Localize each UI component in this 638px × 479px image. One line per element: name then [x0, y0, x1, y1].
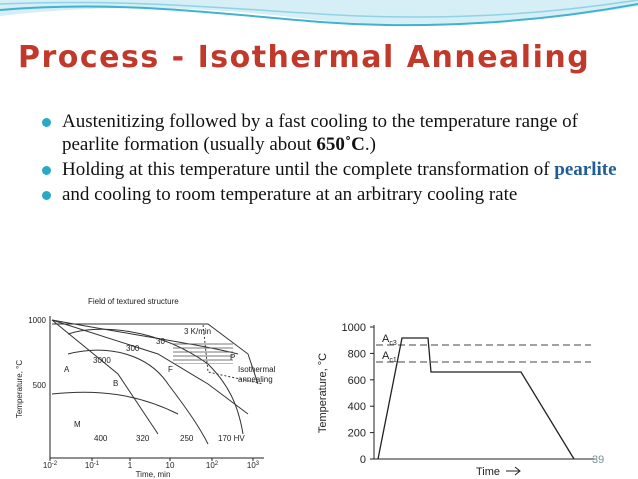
top-wave	[0, 0, 638, 27]
superscript: -2	[52, 461, 58, 467]
page-number: 39	[592, 454, 605, 466]
bullet: and cooling to room temperature at an ar…	[40, 183, 620, 206]
x-tick-label: 10-1	[85, 461, 100, 470]
x-tick-label: 10-2	[43, 461, 58, 470]
bold-text: 650˚C	[316, 134, 365, 155]
line-label: Ac3	[382, 333, 397, 347]
y-tick-label: 600	[348, 375, 366, 387]
base: 10	[166, 461, 175, 470]
phase-label: M	[74, 420, 81, 429]
cooling-curve	[51, 319, 249, 415]
arrow	[506, 466, 521, 476]
bullet: Austenitizing followed by a fast cooling…	[40, 110, 620, 156]
phase-label: P	[230, 353, 235, 362]
phase-label: A	[64, 365, 70, 374]
base: 1	[128, 461, 133, 470]
subscript: c1	[389, 357, 397, 364]
y-tick-label: 1000	[28, 316, 46, 325]
rate-label: 30	[156, 337, 165, 346]
annotation: annealing	[238, 375, 273, 384]
text: and cooling to room temperature at an ar…	[62, 184, 518, 205]
hardness-label: 320	[136, 434, 150, 443]
x-axis-label: Time	[476, 466, 500, 478]
x-tick-label: 1	[128, 461, 133, 470]
highlight-text: pearlite	[554, 159, 617, 180]
y-tick-label: 500	[33, 381, 47, 390]
y-tick-label: 1000	[342, 322, 366, 334]
base: 10	[247, 461, 256, 470]
hatched-area	[173, 342, 233, 364]
x-tick-label: 10	[166, 461, 175, 470]
label: A	[382, 350, 390, 362]
phase-label: F	[168, 365, 173, 374]
left-figure: Field of textured structure 1000 500 Tem…	[8, 294, 288, 479]
curve	[52, 323, 259, 385]
rate-label: 300	[126, 344, 140, 353]
base: 10	[206, 461, 215, 470]
subscript: c3	[389, 340, 397, 347]
text: .)	[364, 134, 376, 155]
superscript: -1	[94, 461, 100, 467]
y-axis-label: Temperature, °C	[317, 353, 329, 433]
cooling-curve	[51, 319, 159, 435]
curve	[67, 349, 209, 445]
y-tick-label: 0	[360, 454, 366, 466]
right-figure: 1000 800 600 400 200 0 Temperature, °C Ac3 Ac…	[316, 317, 601, 479]
y-tick-label: 200	[348, 428, 366, 440]
annotation: Isothermal	[238, 365, 276, 374]
hardness-label: 250	[180, 434, 194, 443]
y-axis-label: Temperature, °C	[15, 360, 24, 419]
text: Holding at this temperature until the co…	[62, 159, 555, 180]
base: 10	[85, 461, 94, 470]
phase-label: B	[113, 379, 118, 388]
superscript: 3	[256, 461, 260, 467]
bullet: Holding at this temperature until the co…	[40, 158, 620, 181]
y-tick-label: 400	[348, 401, 366, 413]
superscript: 2	[215, 461, 219, 467]
figure-bg	[8, 294, 288, 479]
figure-header: Field of textured structure	[88, 297, 179, 306]
slide-title: Process - Isothermal Annealing	[18, 40, 591, 75]
line-label: Ac1	[382, 350, 397, 364]
curve	[51, 391, 179, 415]
text: Austenitizing followed by a fast cooling…	[62, 111, 579, 155]
rate-label: 3 K/min	[184, 327, 211, 336]
hardness-label: 170 HV	[218, 434, 245, 443]
process-curve	[377, 337, 575, 460]
x-axis-label: Time, min	[136, 470, 171, 479]
x-tick-label: 103	[247, 461, 260, 470]
y-tick-label: 800	[348, 348, 366, 360]
hardness-label: 400	[94, 434, 108, 443]
figure-bg	[316, 317, 601, 479]
bullet-list: Austenitizing followed by a fast cooling…	[40, 110, 620, 208]
x-tick-label: 102	[206, 461, 219, 470]
base: 10	[43, 461, 52, 470]
rate-label: 3000	[93, 356, 111, 365]
label: A	[382, 333, 390, 345]
